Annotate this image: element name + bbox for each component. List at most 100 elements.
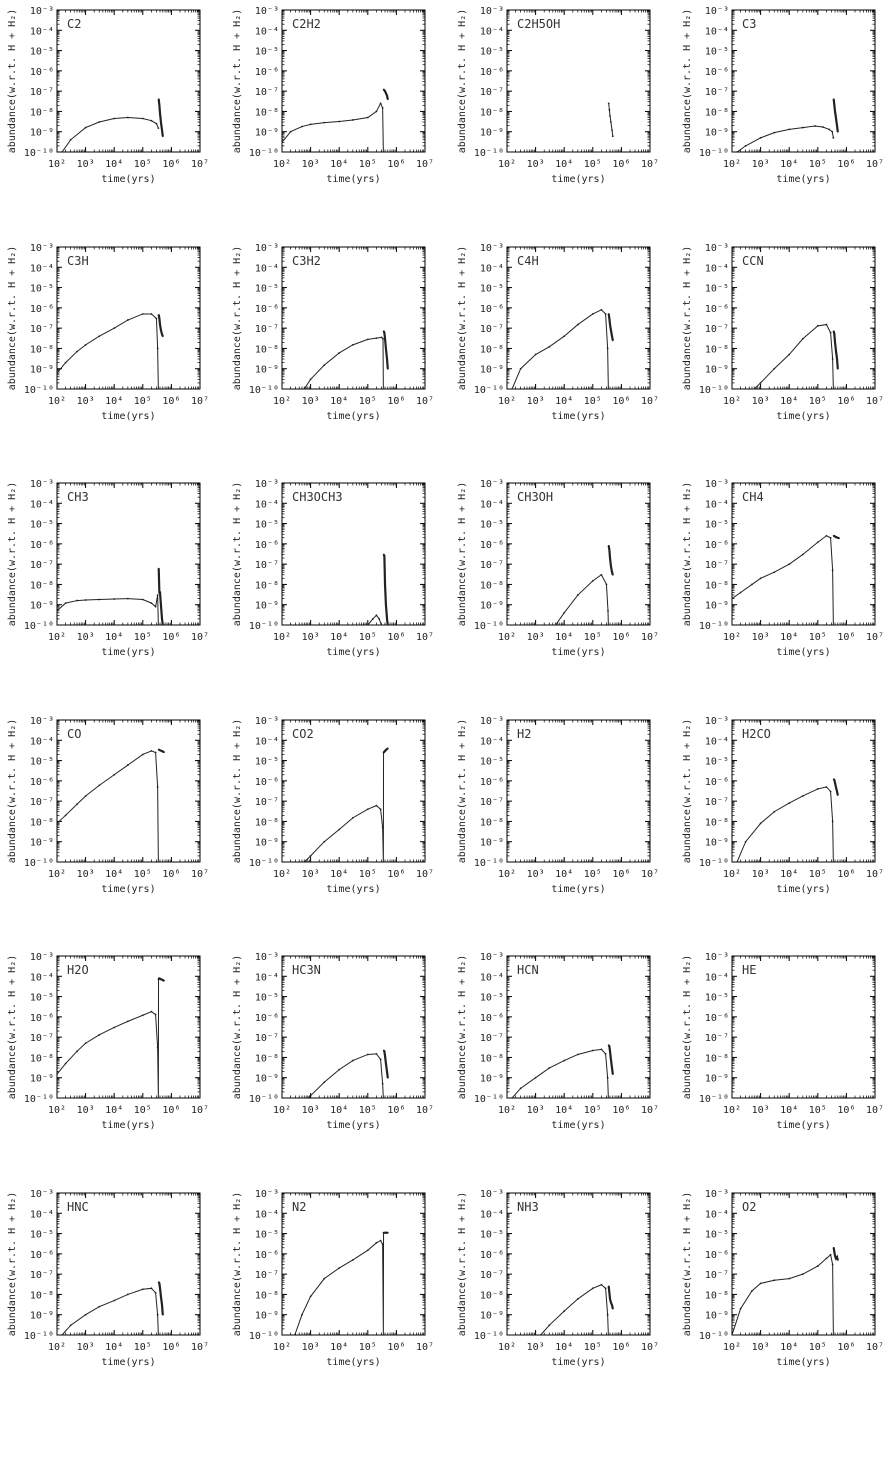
y-tick-label: 10⁻⁹ [255,364,279,375]
x-tick-label: 10⁶ [837,869,855,880]
data-point [832,98,835,101]
data-point [161,624,164,625]
chart-svg: 10² 10³ 10⁴ 10⁵ 10⁶ 10⁷ 10⁻³ 10⁻⁴ 10⁻⁵ 10⁻⁶ 10⁻⁷ 10… [457,952,659,1131]
y-tick-label: 10⁻⁶ [255,776,279,787]
x-tick-label: 10⁶ [837,1105,855,1116]
data-point [159,977,161,980]
data-point [157,1097,160,1098]
series-line [511,1048,609,1098]
x-tick-label: 10² [723,1105,741,1116]
species-label: H2O [67,963,89,977]
data-point [323,121,326,124]
y-tick-label: 10⁻⁴ [255,972,279,983]
data-point [150,1010,153,1013]
x-tick-label: 10⁶ [612,396,630,407]
data-point [156,1046,159,1049]
data-point [57,609,58,612]
data-point [788,128,791,131]
y-tick-label: 10⁻³ [705,6,729,17]
y-tick-label: 10⁻⁹ [705,601,729,612]
y-tick-label: 10⁻⁹ [255,837,279,848]
data-point [607,102,610,105]
plot-frame [281,246,426,389]
data-point [155,317,158,319]
x-tick-label: 10⁵ [359,869,377,880]
y-tick-label: 10⁻¹⁰ [24,1094,54,1105]
y-tick-label: 10⁻⁹ [30,128,54,139]
species-label: CH3OH [517,490,553,504]
series-line [555,574,609,625]
y-axis-label: abundance(w.r.t. H + H₂) [457,718,468,863]
data-point [323,363,326,366]
y-tick-label: 10⁻⁸ [480,1053,504,1064]
x-tick-label: 10² [498,632,516,643]
y-tick-label: 10⁻⁵ [480,756,504,767]
x-tick-label: 10³ [752,396,770,407]
y-tick-label: 10⁻⁵ [30,520,54,531]
y-tick-label: 10⁻⁵ [480,47,504,58]
plot-frame [506,955,651,1099]
chart-panel: 10² 10³ 10⁴ 10⁵ 10⁶ 10⁷ 10⁻³ 10⁻⁴ 10⁻⁵ 10⁻⁶ 10⁻⁷ 10… [0,0,222,236]
y-axis-label: abundance(w.r.t. H + H₂) [7,482,18,627]
y-tick-label: 10⁻⁷ [480,324,504,335]
x-tick-label: 10⁷ [641,396,659,407]
data-point [773,131,776,134]
data-point [380,335,383,338]
data-point [605,583,608,586]
x-tick-label: 10³ [77,632,95,643]
x-tick-label: 10⁵ [134,1105,152,1116]
data-point [382,553,385,556]
chart-svg: 10² 10³ 10⁴ 10⁵ 10⁶ 10⁷ 10⁻³ 10⁻⁴ 10⁻⁵ 10⁻⁶ 10⁻⁷ 10… [7,243,209,422]
data-point [836,130,839,133]
y-tick-label: 10⁻⁴ [255,26,279,37]
x-tick-label: 10³ [77,159,95,170]
data-point [608,549,611,551]
x-tick-label: 10⁷ [416,632,434,643]
data-point [548,345,551,348]
plot-frame [281,955,426,1099]
data-point [160,121,162,123]
data-point [591,312,594,315]
species-label: C3H [67,254,89,268]
data-point [76,350,78,352]
data-point [157,127,160,130]
chart-panel: 10² 10³ 10⁴ 10⁵ 10⁶ 10⁷ 10⁻³ 10⁻⁴ 10⁻⁵ 10⁻⁶ 10⁻⁷ 10… [0,946,222,1182]
data-point [126,1020,129,1023]
data-point [385,92,387,95]
y-tick-label: 10⁻⁷ [480,797,504,808]
data-point [126,318,129,321]
data-point [563,1059,566,1062]
y-tick-label: 10⁻⁵ [705,283,729,294]
x-tick-label: 10⁷ [191,869,209,880]
x-tick-label: 10⁵ [134,159,152,170]
species-label: HCN [517,963,539,977]
y-tick-label: 10⁻⁷ [30,87,54,98]
y-tick-label: 10⁻⁶ [30,776,54,787]
x-tick-label: 10⁵ [809,632,827,643]
x-tick-label: 10⁷ [866,1105,884,1116]
y-axis-label: abundance(w.r.t. H + H₂) [7,9,18,154]
data-point [576,594,579,596]
y-axis-label: abundance(w.r.t. H + H₂) [232,245,243,390]
y-tick-label: 10⁻⁸ [30,344,54,355]
y-tick-label: 10⁻³ [30,6,54,17]
data-point [833,104,836,107]
data-point [801,337,804,340]
plot-frame [506,9,651,153]
data-point [338,1068,341,1071]
y-tick-label: 10⁻⁵ [30,993,54,1004]
x-tick-label: 10⁷ [866,159,884,170]
x-tick-label: 10⁴ [105,869,123,880]
series-line [61,117,159,152]
data-point [831,569,834,572]
data-point [382,860,385,862]
x-axis-label: time(yrs) [326,884,380,895]
data-point [156,785,159,788]
x-tick-label: 10⁷ [416,159,434,170]
y-axis-label: abundance(w.r.t. H + H₂) [682,9,693,154]
y-tick-label: 10⁻³ [255,716,279,727]
data-point [157,313,160,316]
y-tick-label: 10⁻⁵ [480,520,504,531]
y-tick-label: 10⁻³ [480,479,504,490]
x-axis-label: time(yrs) [101,411,155,422]
